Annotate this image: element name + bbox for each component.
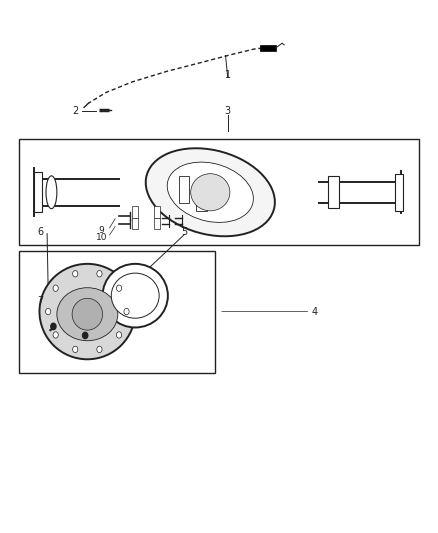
- Text: 1: 1: [225, 70, 231, 79]
- Text: 5: 5: [181, 227, 187, 237]
- Circle shape: [51, 323, 56, 329]
- FancyBboxPatch shape: [395, 174, 403, 211]
- Text: 10: 10: [96, 233, 107, 242]
- FancyBboxPatch shape: [328, 176, 339, 208]
- Ellipse shape: [191, 174, 230, 211]
- Text: 8: 8: [113, 296, 120, 306]
- Circle shape: [97, 346, 102, 352]
- Ellipse shape: [146, 148, 275, 236]
- Ellipse shape: [111, 273, 159, 318]
- Circle shape: [46, 309, 51, 315]
- Circle shape: [97, 271, 102, 277]
- Circle shape: [117, 332, 122, 338]
- Ellipse shape: [102, 264, 168, 327]
- Ellipse shape: [72, 298, 102, 330]
- FancyBboxPatch shape: [19, 139, 419, 245]
- Ellipse shape: [167, 162, 253, 222]
- Circle shape: [73, 271, 78, 277]
- Text: 2: 2: [72, 106, 78, 116]
- FancyBboxPatch shape: [34, 172, 42, 213]
- FancyBboxPatch shape: [132, 206, 138, 217]
- FancyBboxPatch shape: [179, 176, 189, 203]
- FancyBboxPatch shape: [132, 217, 138, 229]
- FancyBboxPatch shape: [196, 184, 207, 211]
- Text: 7: 7: [37, 296, 44, 306]
- Text: 9: 9: [99, 226, 104, 235]
- FancyBboxPatch shape: [154, 206, 160, 217]
- Text: 3: 3: [225, 106, 231, 116]
- Ellipse shape: [57, 288, 118, 341]
- Text: 6: 6: [38, 227, 44, 237]
- Ellipse shape: [46, 176, 57, 209]
- FancyBboxPatch shape: [260, 45, 276, 51]
- FancyBboxPatch shape: [154, 217, 160, 229]
- Ellipse shape: [39, 264, 135, 359]
- Text: 4: 4: [312, 306, 318, 317]
- Circle shape: [124, 309, 129, 315]
- Circle shape: [53, 332, 58, 338]
- Circle shape: [82, 332, 88, 338]
- Circle shape: [53, 285, 58, 292]
- Circle shape: [117, 285, 122, 292]
- Circle shape: [73, 346, 78, 352]
- FancyBboxPatch shape: [19, 251, 215, 373]
